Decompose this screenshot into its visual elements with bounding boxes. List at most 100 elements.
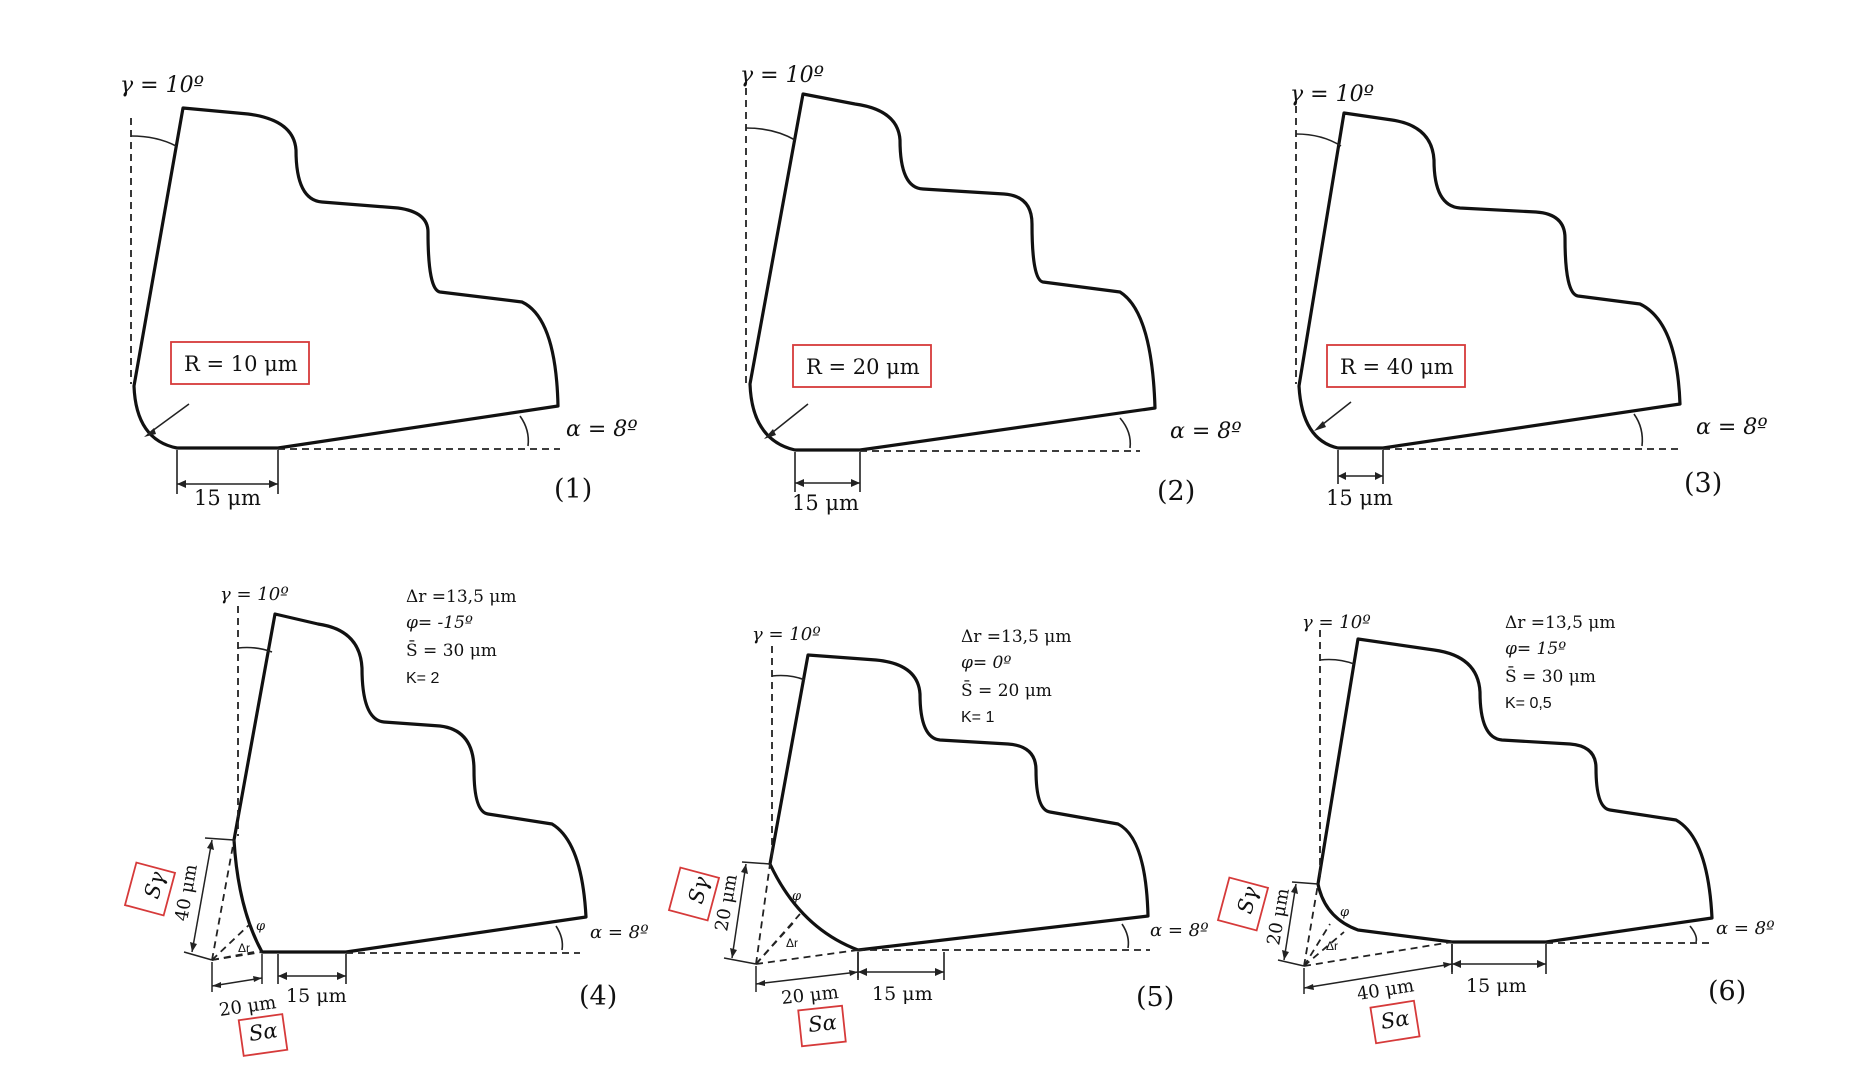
panel-2: γ = 10º α = 8º R = 20 μm 15 μm (2) <box>740 63 1242 515</box>
sgamma-dim-arrow-top <box>741 864 748 874</box>
bisector-construction-line <box>755 921 795 965</box>
clearance-angle-arc <box>1689 925 1698 943</box>
radius-pointer <box>767 403 809 437</box>
rake-angle-arc <box>1295 133 1342 147</box>
flank-dim-arrow-left <box>1452 960 1461 968</box>
radius-box <box>170 341 310 385</box>
sgamma-dim-arrow-bottom <box>190 942 197 952</box>
panel-label: (2) <box>1157 476 1195 507</box>
flank-width-label: 15 μm <box>1466 975 1527 997</box>
panel-label: (3) <box>1684 468 1722 499</box>
rake-angle-label: γ = 10º <box>220 584 289 605</box>
chord-construction-line <box>755 949 859 965</box>
sgamma-ext-line-top <box>1291 881 1319 885</box>
sgamma-dim-arrow-top <box>1291 884 1298 894</box>
param-delta-r: Δr =13,5 μm <box>1505 613 1615 633</box>
rake-angle-label: γ = 10º <box>120 73 204 98</box>
flank-dim-arrow-left <box>795 479 804 487</box>
panel-label: (4) <box>579 981 617 1012</box>
salpha-dim-line <box>1303 963 1453 989</box>
param-delta-r: Δr =13,5 μm <box>406 587 516 607</box>
param-delta-r: Δr =13,5 μm <box>961 627 1071 647</box>
flank-width-label: 15 μm <box>792 491 859 515</box>
sgamma-ext-line-top <box>204 837 235 841</box>
tool-outline <box>1316 637 1714 944</box>
flank-dim-arrow-left <box>177 480 186 488</box>
sgamma-dim-arrow-top <box>207 840 214 850</box>
panel-5: φ Δr 20 μm Sγ 20 μm Sα 15 μm γ = 10º α =… <box>667 624 1209 1048</box>
flank-dim-arrow-right <box>269 480 278 488</box>
panel-label: (5) <box>1136 982 1174 1013</box>
sgamma-ext-line-bottom <box>723 957 757 965</box>
phi-label: φ <box>256 919 266 934</box>
tool-outline <box>132 106 560 450</box>
sgamma-ext-line-bottom <box>1277 959 1305 967</box>
clearance-angle-arc <box>1121 923 1130 949</box>
radius-box <box>1326 344 1466 388</box>
param-k: K= 2 <box>406 670 439 687</box>
sgamma-ext-line-top <box>741 861 771 865</box>
phi-label: φ <box>792 889 802 904</box>
salpha-dim-line <box>755 971 859 985</box>
sgamma-box <box>123 861 177 917</box>
param-k: K= 1 <box>961 709 994 726</box>
salpha-label: Sα <box>1379 1006 1411 1034</box>
clearance-angle-label: α = 8º <box>1716 918 1775 939</box>
rake-angle-label: γ = 10º <box>1290 82 1374 107</box>
clearance-angle-arc <box>555 925 564 951</box>
clearance-angle-label: α = 8º <box>566 417 638 442</box>
flank-width-label: 15 μm <box>286 985 347 1007</box>
radius-pointer-arrowhead <box>764 429 776 439</box>
sgamma-value: 20 μm <box>1263 887 1294 947</box>
salpha-label: Sα <box>247 1018 279 1046</box>
tool-outline <box>1297 111 1682 450</box>
salpha-box <box>237 1013 289 1057</box>
salpha-dim-arrow-right <box>1443 962 1452 968</box>
radius-pointer-arrowhead <box>144 428 156 437</box>
tool-outline <box>232 612 588 954</box>
salpha-box <box>1369 999 1421 1045</box>
param-s-bar: S̄ = 30 μm <box>406 639 497 661</box>
delta-r-construction-line <box>1303 923 1331 967</box>
panel-3: γ = 10º α = 8º R = 40 μm 15 μm (3) <box>1290 82 1768 510</box>
chord-construction-line <box>1303 941 1453 967</box>
delta-r-label: Δr <box>238 941 250 955</box>
tool-outline <box>748 92 1157 452</box>
param-phi: φ= 0º <box>961 653 1011 673</box>
salpha-dim-arrow-left <box>1304 984 1314 990</box>
rake-angle-label: γ = 10º <box>740 63 824 88</box>
clearance-angle-label: α = 8º <box>590 922 649 943</box>
salpha-box <box>797 1004 847 1048</box>
clearance-angle-arc <box>1119 417 1132 449</box>
delta-r-construction-line <box>211 923 251 961</box>
bisector-construction-line <box>1303 931 1345 967</box>
radius-label: R = 10 μm <box>184 352 298 376</box>
param-s-bar: S̄ = 30 μm <box>1505 665 1596 687</box>
clearance-angle-label: α = 8º <box>1170 419 1242 444</box>
sgamma-box <box>667 866 721 922</box>
salpha-label: Sα <box>807 1010 838 1037</box>
clearance-angle-arc <box>519 415 530 447</box>
radius-label: R = 40 μm <box>1340 355 1454 379</box>
clearance-angle-label: α = 8º <box>1696 415 1768 440</box>
flank-dim-arrow-left <box>278 972 287 980</box>
flank-dim-arrow-right <box>851 479 860 487</box>
rake-angle-arc <box>130 135 177 147</box>
salpha-dim-arrow-right <box>253 976 262 982</box>
sgamma-construction-line <box>755 863 771 965</box>
flank-width-label: 15 μm <box>872 983 933 1005</box>
delta-r-label: Δr <box>786 936 798 950</box>
tool-outline <box>768 653 1150 952</box>
flank-width-label: 15 μm <box>1326 486 1393 510</box>
flank-dim-arrow-left <box>1338 472 1346 480</box>
rake-angle-arc <box>237 646 273 653</box>
radius-box <box>792 344 932 388</box>
panel-4: φ Δr 40 μm Sγ 20 μm Sα 15 μm γ = 10º α =… <box>123 584 649 1057</box>
sgamma-dim-line <box>731 863 747 959</box>
panel-label: (1) <box>554 474 592 505</box>
flank-dim-arrow-right <box>935 968 944 976</box>
panel-1: γ = 10º α = 8º R = 10 μm 15 μm (1) <box>120 73 638 510</box>
flank-dim-arrow-right <box>337 972 346 980</box>
